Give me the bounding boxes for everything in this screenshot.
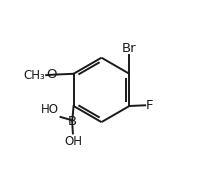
Text: CH₃: CH₃ bbox=[23, 69, 45, 82]
Text: F: F bbox=[146, 99, 153, 112]
Text: HO: HO bbox=[41, 103, 59, 116]
Text: B: B bbox=[68, 115, 77, 128]
Text: Br: Br bbox=[122, 42, 137, 55]
Text: O: O bbox=[47, 68, 57, 81]
Text: OH: OH bbox=[64, 135, 82, 148]
